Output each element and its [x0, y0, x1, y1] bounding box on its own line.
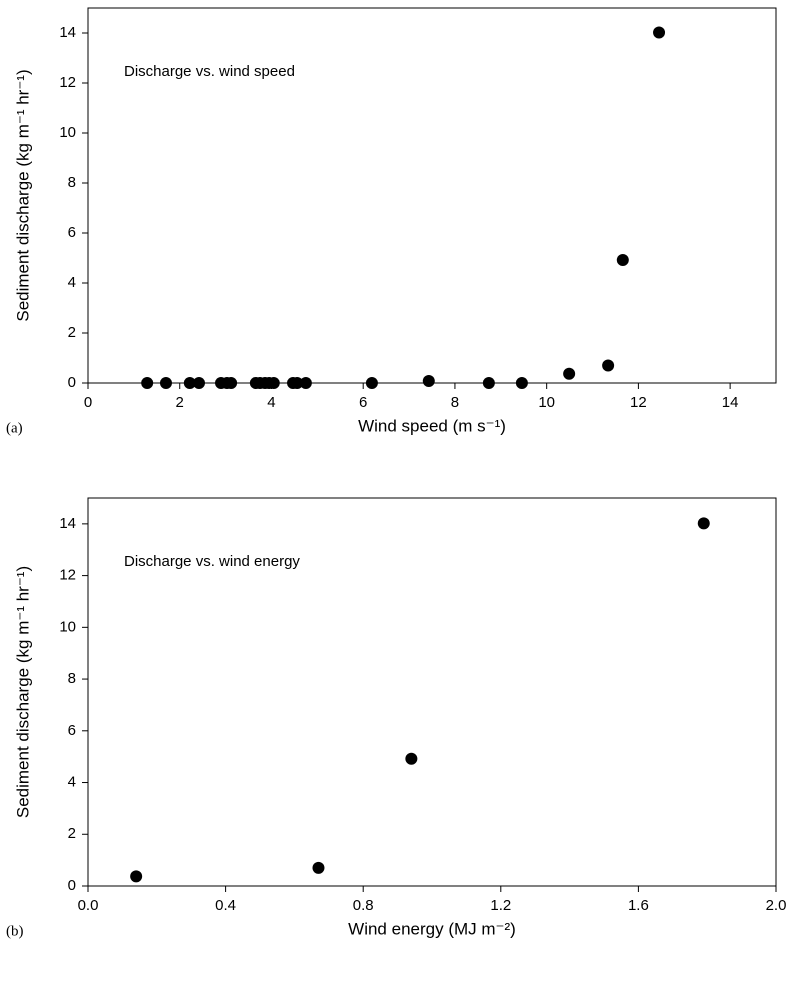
point — [130, 870, 143, 883]
x-tick-label: 2 — [176, 394, 184, 411]
y-tick-label: 6 — [68, 224, 76, 241]
point — [192, 377, 205, 389]
y-tick-label: 14 — [59, 515, 76, 532]
x-tick-label: 1.6 — [628, 897, 649, 914]
x-tick-label: 1.2 — [490, 897, 511, 914]
y-tick-label: 12 — [59, 567, 76, 584]
point — [653, 26, 666, 39]
x-tick-label: 0.8 — [353, 897, 374, 914]
x-tick-label: 4 — [267, 394, 275, 411]
point — [141, 377, 154, 389]
y-tick-label: 8 — [68, 174, 76, 191]
point — [225, 377, 238, 389]
x-axis-label: Wind speed (m s⁻¹) — [358, 416, 506, 435]
x-tick-label: 8 — [451, 394, 459, 411]
point — [405, 752, 418, 765]
point — [563, 367, 576, 380]
x-tick-label: 2.0 — [766, 897, 787, 914]
y-tick-label: 6 — [68, 722, 76, 739]
point — [312, 861, 325, 874]
point — [616, 254, 629, 266]
plot-frame — [87, 497, 777, 887]
y-tick-label: 10 — [59, 124, 76, 141]
x-tick-label: 10 — [538, 394, 555, 411]
y-tick-label: 4 — [68, 774, 76, 791]
panel-label: (a) — [6, 420, 23, 436]
x-tick-label: 0 — [84, 394, 92, 411]
point — [422, 375, 435, 387]
x-tick-label: 0.0 — [78, 897, 99, 914]
y-tick-label: 4 — [68, 274, 76, 291]
point — [291, 377, 304, 389]
point — [515, 377, 528, 389]
panel-label: (b) — [6, 923, 24, 939]
point — [602, 359, 615, 372]
y-axis-label: Sediment discharge (kg m⁻¹ hr⁻¹) — [13, 566, 32, 818]
point — [697, 517, 710, 530]
x-axis-label: Wind energy (MJ m⁻²) — [348, 919, 516, 938]
y-tick-label: 0 — [68, 877, 76, 894]
point — [183, 377, 196, 389]
annotation: Discharge vs. wind speed — [124, 63, 295, 80]
point — [482, 377, 495, 389]
y-tick-label: 0 — [68, 374, 76, 391]
x-tick-label: 6 — [359, 394, 367, 411]
x-tick-label: 14 — [722, 394, 739, 411]
annotation: Discharge vs. wind energy — [124, 553, 300, 570]
y-axis-label: Sediment discharge (kg m⁻¹ hr⁻¹) — [13, 69, 32, 321]
point — [159, 377, 172, 389]
x-tick-label: 12 — [630, 394, 647, 411]
x-tick-label: 0.4 — [215, 897, 236, 914]
y-tick-label: 14 — [59, 24, 76, 41]
y-tick-label: 12 — [59, 74, 76, 91]
point — [267, 377, 280, 389]
point — [299, 377, 312, 389]
point — [365, 377, 378, 389]
y-tick-label: 8 — [68, 670, 76, 687]
y-tick-label: 10 — [59, 618, 76, 635]
y-tick-label: 2 — [68, 825, 76, 842]
y-tick-label: 2 — [68, 324, 76, 341]
